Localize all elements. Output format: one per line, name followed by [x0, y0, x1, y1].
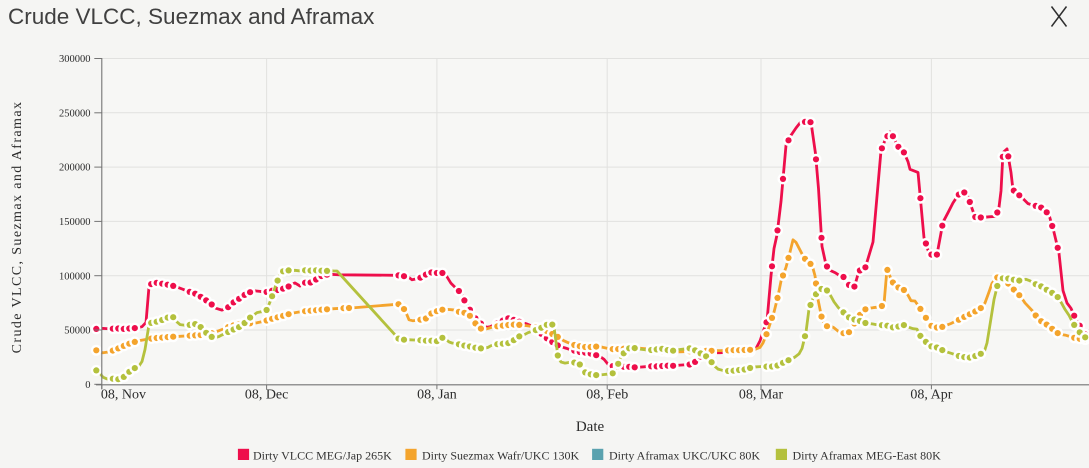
- svg-text:300000: 300000: [59, 54, 91, 65]
- svg-text:50000: 50000: [64, 326, 90, 337]
- svg-text:250000: 250000: [59, 108, 91, 119]
- svg-text:Dirty VLCC MEG/Jap 265K: Dirty VLCC MEG/Jap 265K: [253, 448, 392, 462]
- svg-text:150000: 150000: [59, 217, 91, 228]
- svg-text:Dirty Suezmax Wafr/UKC 130K: Dirty Suezmax Wafr/UKC 130K: [422, 448, 579, 462]
- svg-text:08, Feb: 08, Feb: [586, 388, 628, 403]
- svg-text:Date: Date: [576, 419, 605, 435]
- svg-text:Crude VLCC, Suezmax and Aframa: Crude VLCC, Suezmax and Aframax: [8, 4, 375, 29]
- svg-text:Crude VLCC, Suezmax and Aframa: Crude VLCC, Suezmax and Aframax: [10, 101, 25, 354]
- svg-text:08, Jan: 08, Jan: [417, 388, 457, 403]
- svg-text:Dirty Aframax UKC/UKC 80K: Dirty Aframax UKC/UKC 80K: [609, 448, 760, 462]
- svg-text:08, Apr: 08, Apr: [910, 388, 952, 403]
- svg-text:08, Mar: 08, Mar: [739, 388, 784, 403]
- svg-text:100000: 100000: [59, 271, 91, 282]
- svg-text:0: 0: [85, 380, 90, 391]
- svg-text:200000: 200000: [59, 163, 91, 174]
- svg-text:08, Dec: 08, Dec: [245, 388, 289, 403]
- svg-text:08, Nov: 08, Nov: [101, 388, 146, 403]
- svg-text:Dirty Aframax MEG-East 80K: Dirty Aframax MEG-East 80K: [793, 448, 942, 462]
